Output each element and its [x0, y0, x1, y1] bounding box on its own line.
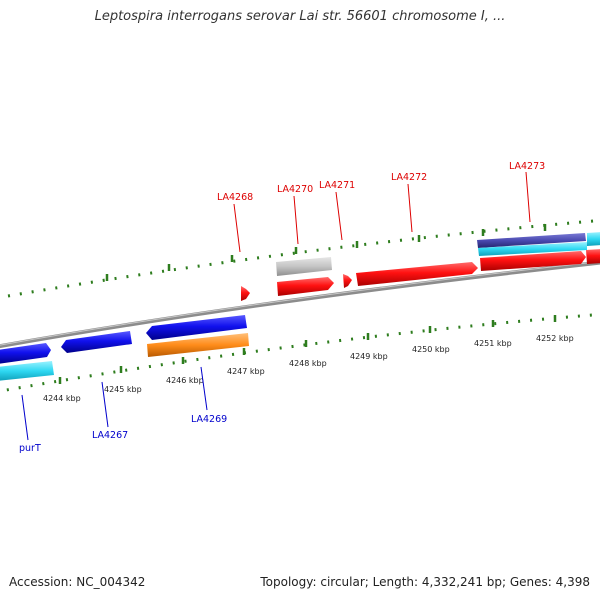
gene-purt[interactable]: [0, 361, 54, 381]
scale-label: 4252 kbp: [536, 334, 574, 343]
gene-la4270[interactable]: [277, 277, 334, 296]
gene-la4268[interactable]: [241, 286, 250, 301]
gene-la4267[interactable]: [61, 331, 132, 353]
gene-label-la4268: LA4268: [217, 192, 253, 203]
gene-label-la4267: LA4267: [92, 430, 128, 441]
lower-scale-major-ticks: [58, 315, 557, 384]
upper-scale-major-ticks: [105, 224, 547, 281]
gene-label-la4271: LA4271: [319, 180, 355, 191]
scale-label: 4250 kbp: [412, 345, 450, 354]
gene-la4273[interactable]: [480, 251, 586, 271]
backbone-highlight: [0, 261, 600, 346]
gene-cyan-feature-upper[interactable]: [478, 242, 587, 256]
topology-text: Topology: circular; Length: 4,332,241 bp…: [260, 575, 590, 589]
scale-label: 4251 kbp: [474, 339, 512, 348]
scale-label: 4249 kbp: [350, 352, 388, 361]
gene-cyan-edge[interactable]: [587, 232, 600, 246]
gene-right-edge-red[interactable]: [586, 249, 600, 264]
gene-label-la4272: LA4272: [391, 172, 427, 183]
scale-label: 4244 kbp: [43, 394, 81, 403]
gene-label-purt: purT: [19, 443, 41, 454]
gene-label-la4270: LA4270: [277, 184, 313, 195]
gene-la4271[interactable]: [343, 274, 352, 288]
scale-label: 4248 kbp: [289, 359, 327, 368]
map-title: Leptospira interrogans serovar Lai str. …: [94, 9, 506, 24]
scale-label: 4247 kbp: [227, 367, 265, 376]
gene-la4269-blue[interactable]: [146, 315, 247, 340]
scale-label: 4246 kbp: [166, 376, 204, 385]
gene-dark-feature[interactable]: [477, 233, 586, 248]
gene-gray-feature[interactable]: [276, 257, 332, 276]
scale-label: 4245 kbp: [104, 385, 142, 394]
gene-la4269[interactable]: [147, 333, 249, 357]
lower-scale-ticks: [0, 312, 600, 393]
chromosome-backbone: [0, 260, 600, 349]
gene-la4272[interactable]: [356, 262, 478, 286]
accession-text: Accession: NC_004342: [9, 575, 146, 589]
gene-label-la4269: LA4269: [191, 414, 227, 425]
upper-scale-ticks: [7, 218, 600, 298]
gene-label-la4273: LA4273: [509, 161, 545, 172]
gene-blue-left[interactable]: [0, 343, 51, 364]
